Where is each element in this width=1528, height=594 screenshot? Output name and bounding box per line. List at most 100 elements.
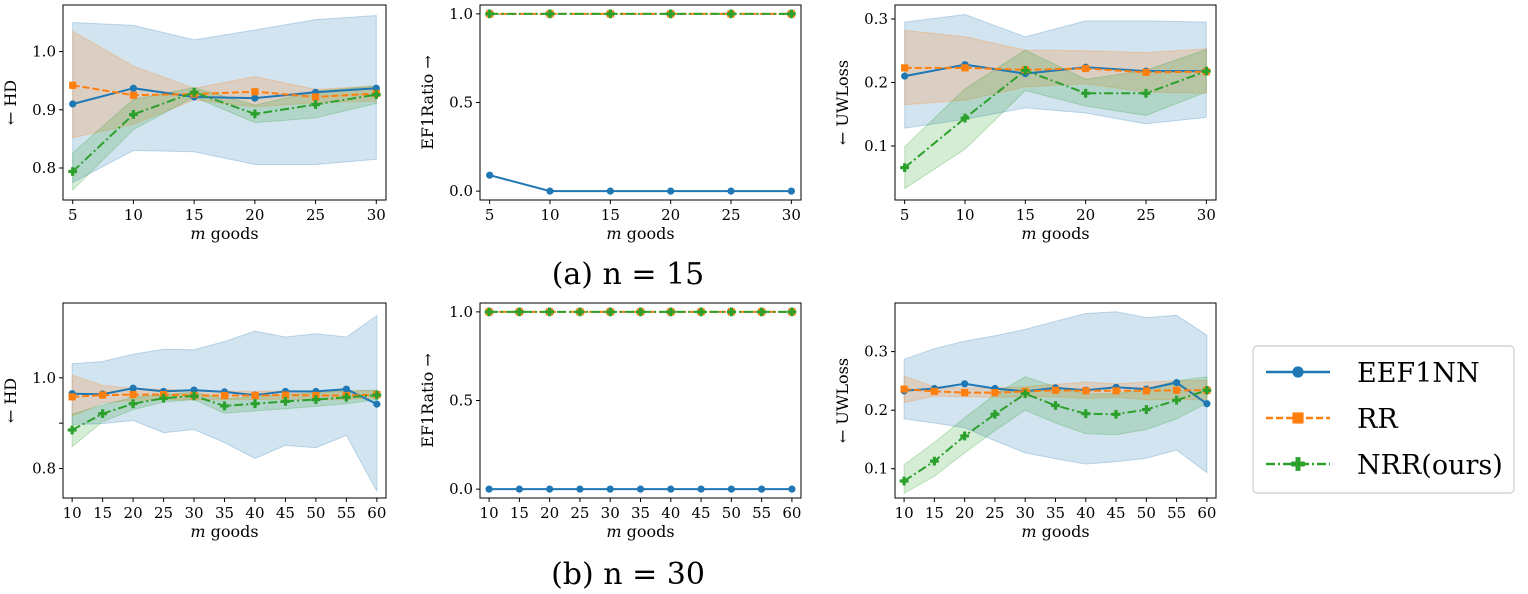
x-tick-label: 20 bbox=[245, 206, 264, 224]
legend-label: EEF1NN bbox=[1357, 358, 1480, 389]
x-tick-label: 15 bbox=[601, 206, 620, 224]
x-tick-label: 50 bbox=[306, 504, 325, 522]
point-rr bbox=[961, 64, 969, 72]
point-nrr-ours- bbox=[960, 431, 970, 441]
point-nrr-ours- bbox=[159, 393, 168, 403]
point-nrr-ours- bbox=[1051, 401, 1060, 410]
y-axis-label: ← UWLoss bbox=[833, 60, 852, 145]
point-eef1nn bbox=[606, 187, 614, 195]
point-nrr-ours- bbox=[786, 9, 796, 19]
x-axis-label: m goods bbox=[606, 522, 674, 541]
point-nrr-ours- bbox=[281, 397, 290, 406]
y-tick-label: 1.0 bbox=[449, 5, 473, 23]
point-nrr-ours- bbox=[98, 409, 108, 419]
y-tick-label: 0.9 bbox=[32, 101, 56, 119]
point-eef1nn bbox=[758, 485, 766, 493]
point-eef1nn bbox=[961, 380, 969, 388]
point-nrr-ours- bbox=[1202, 385, 1212, 395]
y-tick-label: 0.8 bbox=[32, 460, 56, 478]
plot-area bbox=[485, 9, 796, 195]
point-rr bbox=[281, 391, 290, 399]
point-eef1nn bbox=[486, 171, 494, 179]
x-tick-label: 35 bbox=[1046, 504, 1065, 522]
point-rr bbox=[930, 387, 938, 396]
point-nrr-ours- bbox=[545, 9, 555, 19]
point-nrr-ours- bbox=[666, 307, 676, 317]
y-tick-label: 0.0 bbox=[449, 182, 473, 200]
y-axis-label: EF1Ratio → bbox=[418, 353, 437, 448]
point-nrr-ours- bbox=[1141, 405, 1151, 414]
chart-panels: 5 10 15 20 25 30 0.8 0.9 1.0 m goods ← HD 5 10 15 20 25… bbox=[1, 4, 1217, 541]
point-eef1nn bbox=[485, 485, 493, 493]
x-tick-label: 45 bbox=[276, 504, 295, 522]
legend-item-eef1nn: EEF1NN bbox=[1266, 358, 1480, 389]
axes-frame bbox=[479, 4, 802, 201]
point-eef1nn bbox=[546, 187, 554, 195]
x-axis-label: m goods bbox=[190, 522, 258, 541]
point-eef1nn bbox=[727, 485, 735, 493]
x-tick-label: 55 bbox=[337, 504, 356, 522]
x-axis-label: m goods bbox=[190, 224, 258, 243]
point-eef1nn bbox=[515, 485, 523, 493]
x-tick-label: 15 bbox=[185, 206, 204, 224]
chart-b-uw: 10 15 20 25 30 35 40 45 50 55 60 0.1 0.2 0.3 m goods ← … bbox=[833, 302, 1217, 541]
legend-label: RR bbox=[1357, 404, 1398, 435]
plot-area bbox=[899, 311, 1212, 495]
point-nrr-ours- bbox=[220, 401, 229, 411]
point-rr bbox=[1082, 64, 1090, 73]
point-nrr-ours- bbox=[1020, 389, 1030, 399]
x-tick-label: 5 bbox=[68, 206, 78, 224]
point-eef1nn bbox=[697, 485, 705, 493]
point-eef1nn bbox=[576, 485, 584, 493]
point-nrr-ours- bbox=[990, 409, 1000, 419]
line-nrr-ours- bbox=[903, 389, 1208, 482]
point-eef1nn bbox=[251, 94, 259, 102]
point-eef1nn bbox=[606, 485, 614, 493]
plot-area bbox=[68, 14, 381, 192]
point-nrr-ours- bbox=[1201, 66, 1211, 76]
x-tick-label: 60 bbox=[782, 504, 801, 522]
legend-swatch-marker bbox=[1292, 366, 1304, 378]
x-tick-label: 25 bbox=[1136, 206, 1155, 224]
x-axis-label: m goods bbox=[1021, 522, 1089, 541]
legend-label: NRR(ours) bbox=[1357, 450, 1503, 481]
x-tick-label: 10 bbox=[895, 504, 914, 522]
x-tick-label: 20 bbox=[955, 504, 974, 522]
band-eef1nn bbox=[72, 14, 377, 184]
legend: EEF1NN RR NRR(ours) bbox=[1252, 345, 1515, 494]
x-tick-label: 40 bbox=[1076, 504, 1095, 522]
point-nrr-ours- bbox=[514, 307, 524, 317]
point-eef1nn bbox=[129, 384, 137, 392]
point-rr bbox=[1142, 68, 1150, 76]
point-nrr-ours- bbox=[960, 113, 970, 123]
x-tick-label: 30 bbox=[601, 504, 620, 522]
point-rr bbox=[1051, 386, 1060, 394]
y-axis-label: ← UWLoss bbox=[833, 358, 852, 443]
plot-area bbox=[67, 314, 382, 492]
line-rr bbox=[904, 66, 1207, 74]
x-tick-label: 30 bbox=[184, 504, 203, 522]
y-tick-label: 0.3 bbox=[864, 10, 888, 28]
axes-frame bbox=[894, 4, 1217, 201]
point-rr bbox=[1112, 387, 1120, 395]
point-rr bbox=[251, 391, 259, 400]
caption-a: (a) n = 15 bbox=[552, 257, 705, 292]
point-nrr-ours- bbox=[757, 307, 767, 317]
x-tick-label: 35 bbox=[215, 504, 234, 522]
y-tick-label: 0.1 bbox=[864, 137, 888, 155]
chart-b-hd: 10 15 20 25 30 35 40 45 50 55 60 0.8 1.0 m goods ← HD bbox=[1, 302, 387, 541]
point-nrr-ours- bbox=[575, 307, 585, 317]
x-tick-label: 15 bbox=[510, 504, 529, 522]
plot-area bbox=[900, 13, 1211, 190]
y-tick-label: 0.2 bbox=[864, 73, 888, 91]
plot-area bbox=[484, 307, 797, 493]
chart-b-ef1: 10 15 20 25 30 35 40 45 50 55 60 0.0 0.5 1.0 m goods EF… bbox=[418, 302, 802, 541]
point-nrr-ours- bbox=[68, 167, 78, 176]
x-tick-label: 30 bbox=[1016, 504, 1035, 522]
point-nrr-ours- bbox=[787, 307, 797, 317]
point-nrr-ours- bbox=[1141, 88, 1151, 98]
band-nrr-ours- bbox=[904, 48, 1207, 190]
x-tick-label: 10 bbox=[540, 206, 559, 224]
band-rr bbox=[904, 29, 1207, 106]
point-nrr-ours- bbox=[485, 9, 495, 19]
